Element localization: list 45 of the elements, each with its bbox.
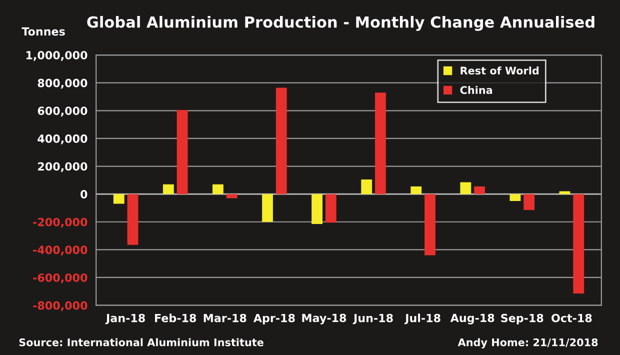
bar [460, 182, 472, 194]
bar [262, 194, 273, 222]
source-note: Source: International Aluminium Institute [19, 338, 264, 346]
y-tick-label: 0 [80, 190, 88, 198]
text: Andy Home: 21/11/2018 [458, 338, 598, 348]
x-tick-label: Aug-18 [450, 314, 494, 324]
bar [325, 194, 336, 223]
bar [226, 194, 238, 198]
x-tick-label: Mar-18 [204, 314, 246, 322]
bar [162, 184, 174, 194]
bar [176, 110, 188, 194]
chart-title: Global Aluminium Production - Monthly Change Annualised [87, 16, 594, 31]
legend-label: Rest of World [460, 66, 539, 75]
bar [127, 194, 138, 245]
bar [424, 194, 436, 256]
y-tick-label: 600,000 [38, 106, 88, 116]
x-tick-label: Jan-18 [105, 314, 145, 324]
y-tick-label: -400,000 [33, 246, 88, 256]
bar [212, 184, 224, 194]
bar [510, 194, 521, 202]
bar [312, 194, 322, 224]
bar [524, 194, 535, 210]
y-tick-label: -600,000 [33, 273, 88, 284]
bar [410, 186, 422, 194]
y-tick-label: 400,000 [38, 134, 88, 144]
legend-label: China [460, 86, 492, 94]
y-tick-label: -800,000 [33, 301, 88, 312]
x-tick-label: Feb-18 [155, 314, 196, 322]
x-tick-label: Apr-18 [253, 314, 295, 324]
y-tick-label: 200,000 [38, 162, 88, 172]
bar [113, 194, 124, 204]
y-tick-label: 1,000,000 [26, 51, 88, 61]
y-tick-label: -200,000 [33, 218, 88, 228]
bar [361, 179, 372, 194]
bar [474, 186, 485, 194]
y-tick-label: 800,000 [38, 78, 88, 89]
x-tick-label: Sep-18 [501, 314, 544, 324]
bar [573, 194, 584, 294]
bar [375, 92, 386, 194]
x-tick-label: Jun-18 [352, 314, 393, 324]
y-axis-title: Tonnes [22, 27, 65, 36]
bar [276, 88, 287, 194]
x-tick-label: Oct-18 [552, 314, 592, 322]
x-tick-label: May-18 [302, 314, 346, 324]
x-tick-label: Jul-18 [404, 314, 440, 324]
